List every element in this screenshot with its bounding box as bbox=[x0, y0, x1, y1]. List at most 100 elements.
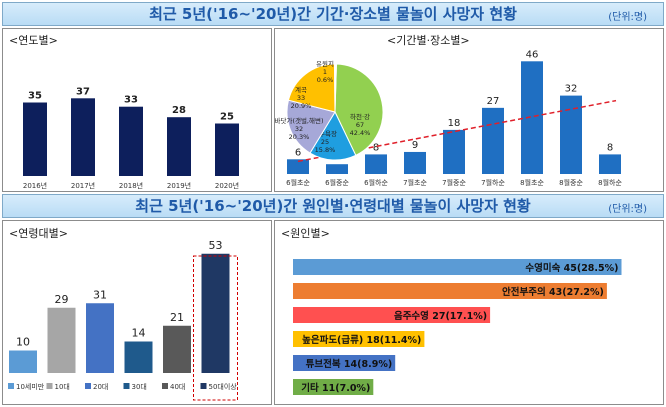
period-bar bbox=[599, 154, 621, 174]
cause-bar-label: 튜브전복 14(8.9%) bbox=[306, 358, 393, 370]
header1-title: 최근 5년('16~'20년)간 기간·장소별 물놀이 사망자 현황 bbox=[149, 5, 517, 23]
age-legend-label: 20대 bbox=[93, 383, 108, 391]
age-bar bbox=[9, 350, 37, 373]
age-legend-swatch bbox=[46, 383, 53, 389]
age-legend-label: 50대이상 bbox=[209, 382, 238, 391]
cause-bar-label: 수영미숙 45(28.5%) bbox=[525, 262, 618, 274]
period-bar bbox=[365, 154, 387, 174]
period-tick-label: 8월초순 bbox=[520, 178, 544, 187]
period-tick-label: 7월하순 bbox=[481, 178, 505, 187]
pie-slice-pct: 20.3% bbox=[289, 133, 310, 141]
age-legend-swatch bbox=[200, 383, 207, 389]
pie-slice bbox=[334, 63, 384, 156]
year-chart: 35 2016년 37 2017년 33 2018년 28 2019년 25 2020년 bbox=[23, 86, 239, 190]
year-bar bbox=[23, 102, 47, 176]
pie-slice-value: 1 bbox=[323, 68, 327, 76]
age-bar bbox=[86, 303, 114, 373]
age-legend-swatch bbox=[8, 383, 14, 389]
year-value-label: 35 bbox=[28, 91, 42, 102]
period-bar bbox=[560, 95, 582, 174]
year-value-label: 37 bbox=[76, 86, 90, 97]
year-bar bbox=[71, 98, 95, 176]
period-bar bbox=[443, 129, 465, 174]
cause-bar-label: 음주수영 27(17.1%) bbox=[394, 310, 487, 322]
age-bar bbox=[201, 253, 230, 373]
period-panel-label: <기간별·장소별> bbox=[387, 34, 470, 47]
header2-unit: (단위:명) bbox=[608, 204, 647, 215]
year-tick-label: 2016년 bbox=[23, 181, 47, 190]
age-value-label: 21 bbox=[170, 311, 184, 324]
age-legend-label: 30대 bbox=[132, 383, 147, 391]
pie-slice-label: 바닷가(갯벌,해변) bbox=[275, 116, 324, 125]
cause-bar-label: 안전부주의 43(27.2%) bbox=[502, 286, 604, 298]
age-legend-label: 40대 bbox=[170, 383, 185, 391]
year-panel: <연도별> 35 2016년 37 2017년 33 2018년 28 2019년 25 2020… bbox=[2, 28, 272, 192]
period-value-label: 9 bbox=[412, 140, 418, 151]
pie-slice-label: 계곡 bbox=[295, 85, 307, 94]
pie-slice-label: 해수욕장 bbox=[313, 129, 337, 138]
period-value-label: 8 bbox=[373, 142, 379, 153]
period-panel: <기간별·장소별> 66월초순46월중순86월하순97월초순187월중순277월… bbox=[274, 28, 664, 192]
cause-bar bbox=[293, 259, 622, 275]
pie-slice-label: 하천·강 bbox=[350, 112, 370, 121]
pie-slice-pct: 42.4% bbox=[350, 129, 371, 137]
age-value-label: 53 bbox=[209, 239, 223, 252]
header2-title: 최근 5년('16~'20년)간 원인별·연령대별 물놀이 사망자 현황 bbox=[135, 197, 531, 215]
cause-bar bbox=[293, 355, 396, 371]
cause-panel-label: <원인별> bbox=[281, 227, 330, 240]
age-legend-swatch bbox=[123, 383, 130, 389]
age-value-label: 31 bbox=[93, 288, 107, 301]
header1-unit: (단위:명) bbox=[608, 12, 647, 23]
period-value-label: 8 bbox=[607, 142, 613, 153]
period-tick-label: 8월중순 bbox=[559, 178, 583, 187]
year-tick-label: 2020년 bbox=[215, 181, 239, 190]
cause-bar bbox=[293, 331, 425, 347]
title-bar-2: 최근 5년('16~'20년)간 원인별·연령대별 물놀이 사망자 현황 (단위… bbox=[2, 194, 664, 218]
age-legend-swatch bbox=[162, 383, 168, 389]
pie-slice bbox=[309, 110, 357, 161]
age-value-label: 29 bbox=[55, 293, 69, 306]
cause-bar-label: 기타 11(7.0%) bbox=[301, 382, 370, 394]
pie-slice bbox=[334, 63, 337, 113]
pie-slice-pct: 0.6% bbox=[317, 76, 334, 84]
period-value-label: 32 bbox=[565, 84, 578, 95]
age-bar bbox=[47, 307, 76, 373]
age-legend-label: 10대 bbox=[55, 383, 70, 391]
trend-line bbox=[297, 99, 617, 163]
age-chart: 10 10세미만 29 10대 31 20대 14 30대 21 40대 53 50대이상 bbox=[8, 239, 238, 401]
year-tick-label: 2019년 bbox=[167, 181, 191, 190]
pie-slice-pct: 20.9% bbox=[291, 102, 312, 110]
age-value-label: 10 bbox=[16, 336, 30, 349]
year-bar bbox=[167, 117, 191, 176]
period-bar bbox=[521, 61, 543, 174]
age-bar bbox=[163, 325, 191, 373]
pie-slice-value: 33 bbox=[297, 94, 305, 102]
year-bar bbox=[215, 123, 239, 176]
period-tick-label: 8월하순 bbox=[598, 178, 622, 187]
age-value-label: 14 bbox=[132, 327, 146, 340]
age-panel-label: <연령대별> bbox=[9, 227, 68, 240]
pie-slice bbox=[287, 63, 336, 113]
period-value-label: 46 bbox=[526, 49, 539, 60]
year-value-label: 33 bbox=[124, 95, 138, 106]
pie-slice-value: 25 bbox=[321, 138, 329, 146]
cause-bar-label: 높은파도(급류) 18(11.4%) bbox=[302, 334, 421, 346]
cause-bar bbox=[293, 307, 491, 323]
pie-slice-value: 67 bbox=[356, 121, 364, 129]
pie-slice bbox=[286, 99, 336, 154]
period-tick-label: 6월초순 bbox=[286, 178, 310, 187]
age-bar bbox=[124, 341, 153, 373]
year-value-label: 28 bbox=[172, 105, 186, 116]
period-bar bbox=[482, 107, 504, 174]
year-panel-label: <연도별> bbox=[9, 34, 58, 47]
year-tick-label: 2017년 bbox=[71, 181, 95, 190]
pie-slice-pct: 15.8% bbox=[315, 146, 336, 154]
pie-slice-value: 32 bbox=[295, 125, 303, 133]
period-bar bbox=[287, 159, 309, 174]
title-bar-1: 최근 5년('16~'20년)간 기간·장소별 물놀이 사망자 현황 (단위:명… bbox=[2, 2, 664, 26]
age-highlight-box bbox=[193, 255, 238, 401]
period-value-label: 18 bbox=[448, 118, 461, 129]
cause-bar bbox=[293, 379, 374, 395]
pie-slice-label: 유원지 bbox=[316, 59, 334, 68]
age-legend-swatch bbox=[85, 383, 91, 389]
